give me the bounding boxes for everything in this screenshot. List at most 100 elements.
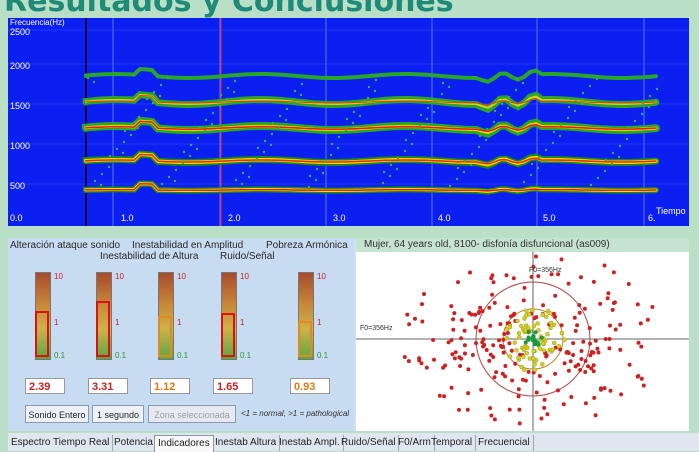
noise-speckle (182, 150, 186, 154)
noise-speckle (381, 181, 385, 185)
gauge-noise-mid: 1 (240, 318, 245, 327)
scatter-point (517, 421, 522, 426)
noise-speckle (426, 106, 430, 110)
scatter-point (488, 352, 493, 357)
noise-speckle (122, 140, 126, 144)
noise-speckle (232, 90, 236, 94)
scatter-point-inner (539, 335, 544, 340)
scatter-point-inner (531, 333, 536, 338)
header-amplitude: Inestabilidad en Amplitud (132, 240, 244, 251)
tab-f0-arm[interactable]: F0/Arm (395, 435, 435, 451)
full-sound-button[interactable]: Sonido Entero (25, 405, 89, 423)
scatter-point-mid (507, 354, 513, 359)
tab-espectro[interactable]: Espectro Tiempo Real (8, 435, 114, 451)
tab-inestab-altura[interactable]: Inestab Altura (212, 435, 281, 451)
noise-speckle (263, 139, 267, 143)
value-harmonic: 0.93 (290, 378, 330, 394)
noise-speckle (174, 168, 178, 172)
one-second-button[interactable]: 1 segundo (92, 405, 144, 423)
scatter-point (451, 317, 456, 322)
indicators-panel: Alteración ataque sonido Inestabilidad e… (8, 238, 354, 431)
scatter-point (611, 270, 616, 275)
scatter-point (541, 303, 546, 308)
noise-speckle (115, 147, 119, 151)
noise-speckle (225, 97, 229, 101)
scatter-point (619, 392, 624, 397)
noise-speckle (307, 185, 311, 189)
noise-speckle (477, 145, 481, 149)
scatter-point (467, 311, 472, 315)
tab-ruido-senal[interactable]: Ruido/Señal (338, 435, 400, 451)
selected-zone-button[interactable]: Zona seleccionada (148, 405, 236, 423)
scatter-point (413, 316, 417, 321)
noise-speckle (366, 96, 370, 100)
harmonic-band (84, 66, 658, 84)
noise-speckle (440, 92, 444, 96)
noise-speckle (470, 152, 474, 156)
tab-inestab-ampl[interactable]: Inestab Ampl. (276, 435, 344, 451)
scatter-point-mid (551, 340, 557, 346)
noise-speckle (455, 177, 459, 181)
noise-speckle (567, 105, 571, 109)
scatter-point (587, 326, 592, 331)
noise-speckle (189, 143, 193, 147)
gauge-attack-level (35, 311, 49, 357)
noise-speckle (581, 91, 585, 95)
noise-speckle (418, 124, 422, 128)
noise-speckle (108, 154, 112, 158)
noise-speckle (137, 115, 141, 119)
scatter-point (516, 387, 521, 392)
scatter-point (420, 302, 424, 307)
scatter-point-mid (543, 314, 549, 319)
noise-speckle (603, 169, 607, 173)
noise-speckle (255, 157, 259, 161)
scatter-point-mid (531, 323, 537, 329)
y-tick-500: 500 (10, 181, 26, 191)
tab-frecuencial[interactable]: Frecuencial (475, 435, 534, 451)
scatter-point-mid (524, 350, 530, 356)
header-attack: Alteración ataque sonido (10, 240, 121, 251)
gauge-harmonic (298, 272, 314, 360)
noise-speckle (447, 85, 451, 89)
gauge-attack-mid: 1 (54, 318, 59, 327)
noise-speckle (492, 120, 496, 124)
tab-potencia[interactable]: Potencia (111, 435, 157, 451)
harmonic-band (85, 153, 657, 165)
noise-speckle (617, 155, 621, 159)
scatter-point (476, 311, 481, 315)
spectrogram[interactable]: Frecuencia(Hz) 2500 2000 1500 1000 500 0… (8, 18, 689, 226)
scatter-point (446, 340, 451, 345)
scatter-point (431, 338, 436, 342)
scatter-point (581, 339, 586, 344)
noise-speckle (129, 133, 133, 137)
scatter-point-inner (535, 342, 540, 347)
scatter-point (610, 307, 615, 312)
scatter-point-inner (523, 340, 528, 345)
x-tick-6: 6. (648, 213, 656, 223)
tab-temporal[interactable]: Temporal (428, 435, 477, 451)
noise-speckle (588, 84, 592, 88)
spectrogram-plot (8, 18, 689, 226)
noise-speckle (285, 107, 289, 111)
f0-scatter-panel[interactable]: Mujer, 64 years old, 8100- disfonía disf… (356, 238, 689, 431)
gauge-attack-max: 10 (54, 272, 63, 281)
noise-speckle (500, 102, 504, 106)
noise-speckle (196, 136, 200, 140)
scatter-point (522, 285, 527, 290)
noise-speckle (641, 101, 645, 105)
x-tick-3: 3.0 (333, 213, 346, 223)
tab-indicadores[interactable]: Indicadores (154, 435, 214, 452)
noise-speckle (271, 121, 275, 125)
scatter-point (449, 385, 454, 390)
noise-speckle (218, 104, 222, 108)
scatter-point (465, 407, 470, 412)
scatter-point (579, 275, 583, 280)
gauge-pitch-mid: 1 (115, 318, 120, 327)
scatter-point-mid (532, 362, 537, 367)
y-tick-1500: 1500 (10, 101, 31, 111)
scatter-point (606, 291, 611, 296)
x-tick-2: 2.0 (228, 213, 241, 223)
scatter-point-mid (551, 322, 557, 328)
scatter-point (586, 364, 590, 369)
noise-speckle (499, 113, 503, 117)
